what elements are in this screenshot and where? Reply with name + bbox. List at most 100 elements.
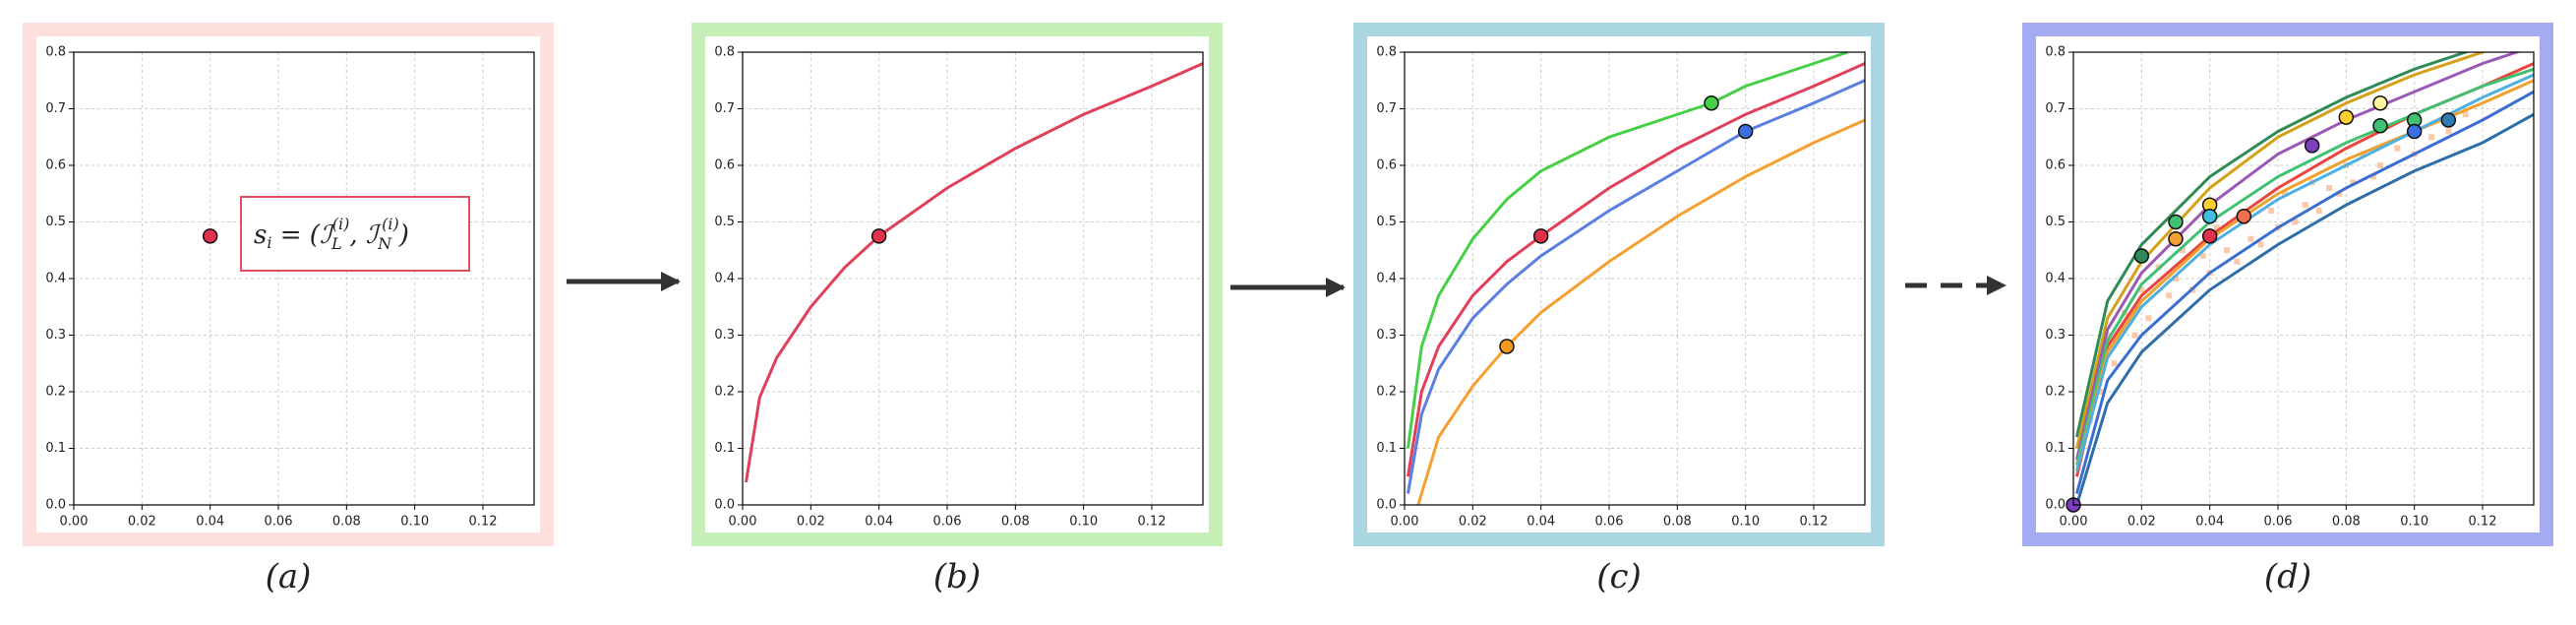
annotation-part: ℐ — [320, 220, 335, 250]
y-tick-label: 0.3 — [714, 328, 735, 343]
data-point — [1499, 339, 1515, 354]
y-tick-label: 0.1 — [2045, 441, 2066, 456]
y-tick-label: 0.8 — [45, 45, 66, 60]
x-tick-label: 0.02 — [797, 515, 825, 530]
markers — [202, 228, 218, 244]
data-point — [202, 228, 218, 244]
x-tick-label: 0.08 — [1001, 515, 1030, 530]
curve — [2075, 112, 2534, 505]
x-tick-label: 0.00 — [2060, 515, 2088, 530]
y-tick-label: 0.7 — [45, 101, 66, 116]
sample-point — [2326, 185, 2332, 191]
x-tick-label: 0.06 — [265, 515, 293, 530]
plot-area — [2075, 52, 2534, 505]
y-tick-label: 0.8 — [2045, 45, 2066, 60]
data-point — [1704, 95, 1719, 111]
y-tick-label: 0.2 — [1376, 385, 1397, 400]
panel: 0.00 0.02 0.04 0.06 0.08 0.10 0.12 0.0 0.1 0.2 0.3… — [691, 23, 1223, 596]
panel-caption: (c) — [1596, 557, 1642, 596]
panel: 0.00 0.02 0.04 0.06 0.08 0.10 0.12 0.0 0.1 0.2 0.3… — [23, 23, 554, 596]
panel-caption: (b) — [933, 557, 981, 596]
annotation-part: i — [267, 233, 271, 252]
sample-point — [2173, 276, 2179, 281]
y-tick-label: 0.0 — [2045, 498, 2066, 513]
sample-point — [2462, 111, 2469, 118]
x-tick-label: 0.12 — [1138, 515, 1167, 530]
panel-inner — [705, 36, 1209, 532]
x-tick-label: 0.00 — [1391, 515, 1419, 530]
sample-point — [2350, 179, 2357, 186]
y-tick-label: 0.6 — [714, 158, 735, 173]
y-tick-label: 0.4 — [45, 272, 66, 286]
data-point — [2201, 209, 2218, 224]
sample-point — [2213, 224, 2220, 231]
sample-point — [2138, 286, 2145, 293]
y-tick-label: 0.3 — [2045, 328, 2066, 343]
data-point — [2440, 112, 2457, 128]
markers — [2066, 95, 2457, 513]
curve — [2075, 73, 2534, 471]
curve — [2075, 52, 2487, 449]
x-tick-label: 0.00 — [60, 515, 89, 530]
data-point — [2201, 228, 2218, 244]
data-point — [870, 228, 887, 244]
axes-box — [2072, 51, 2535, 506]
sample-point — [2097, 389, 2104, 395]
annotation-box — [240, 196, 470, 272]
data-point — [2406, 123, 2423, 140]
data-point — [2168, 214, 2184, 230]
curve — [1406, 79, 1865, 494]
sample-point — [2428, 134, 2434, 141]
annotation-part: (i) — [332, 215, 350, 233]
x-tick-label: 0.06 — [2264, 515, 2293, 530]
data-point — [2133, 248, 2150, 264]
annotation-part: ) — [398, 220, 409, 250]
y-tick-label: 0.5 — [714, 215, 735, 229]
x-tick-label: 0.06 — [933, 515, 962, 530]
panel: 0.00 0.02 0.04 0.06 0.08 0.10 0.12 0.0 0.1 0.2 0.3… — [1353, 23, 1885, 596]
sample-point — [2302, 202, 2308, 209]
y-tick-label: 0.1 — [714, 441, 735, 456]
annotation-part: , — [349, 220, 366, 250]
y-tick-label: 0.6 — [2045, 158, 2066, 173]
y-tick-label: 0.3 — [1376, 328, 1397, 343]
panel-caption: (d) — [2264, 557, 2311, 596]
y-tick-label: 0.2 — [2045, 385, 2066, 400]
curve — [2075, 79, 2534, 471]
y-tick-label: 0.1 — [45, 441, 66, 456]
sample-point — [2292, 219, 2299, 225]
sample-point — [2268, 208, 2275, 214]
markers — [870, 228, 887, 244]
data-point — [2372, 118, 2388, 134]
curve — [2075, 67, 2534, 467]
data-point — [2236, 209, 2252, 224]
annotation: si = (ℐL(i), ℐN(i)) — [254, 215, 409, 253]
sample-point — [2166, 292, 2173, 299]
panel-caption: (a) — [266, 557, 312, 596]
curve — [2075, 52, 2522, 461]
curve — [2075, 52, 2471, 438]
data-point — [2304, 138, 2320, 154]
y-tick-label: 0.6 — [1376, 158, 1397, 173]
annotation-part: L — [330, 234, 342, 253]
sample-point — [2394, 145, 2401, 152]
panel-inner — [1367, 36, 1871, 532]
y-tick-label: 0.3 — [45, 328, 66, 343]
annotation-part: = ( — [271, 220, 320, 250]
sample-point — [2247, 235, 2254, 242]
sample-point — [2445, 128, 2452, 135]
sample-point — [2145, 315, 2152, 322]
panel-inner — [36, 36, 540, 532]
annotation-part: N — [377, 234, 392, 253]
curve — [1416, 118, 1865, 505]
x-tick-label: 0.04 — [865, 515, 893, 530]
axes-box — [1404, 51, 1866, 506]
x-tick-label: 0.06 — [1595, 515, 1624, 530]
sample-point — [2377, 162, 2383, 168]
x-tick-label: 0.10 — [1731, 515, 1760, 530]
x-tick-label: 0.08 — [2332, 515, 2361, 530]
sample-point — [2315, 208, 2322, 214]
data-point — [2372, 95, 2388, 111]
x-tick-label: 0.02 — [1459, 515, 1487, 530]
